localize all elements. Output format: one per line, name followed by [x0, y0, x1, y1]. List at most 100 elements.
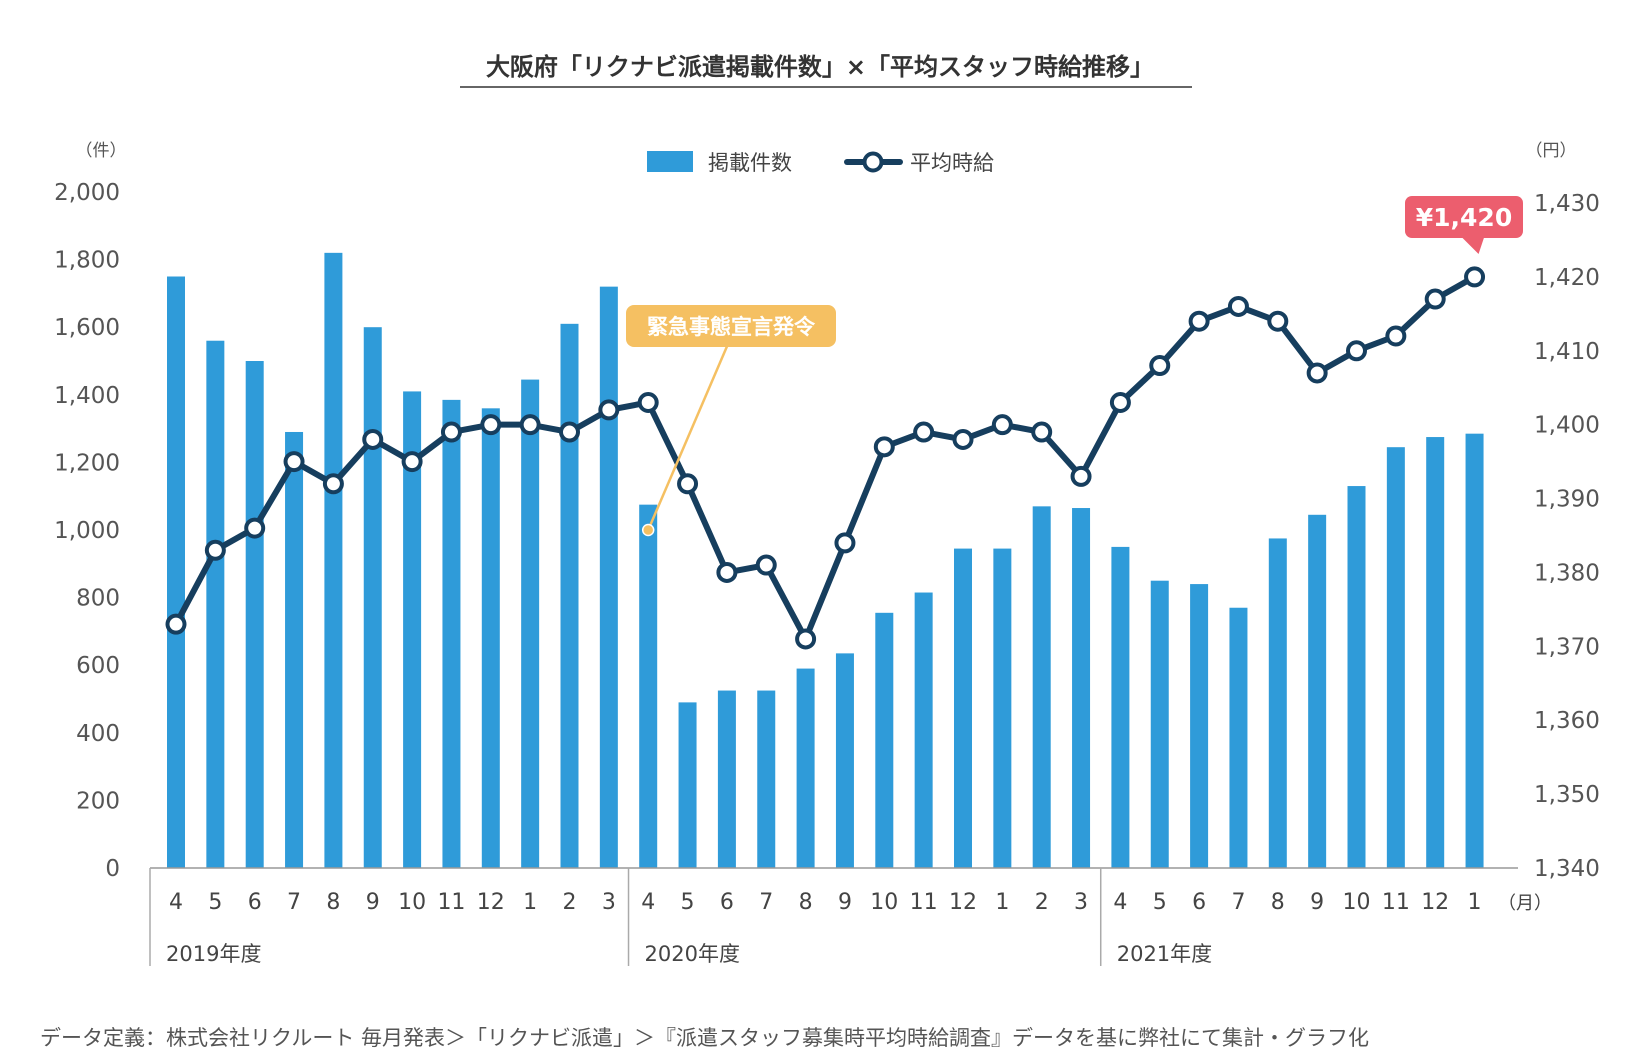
bar [560, 323, 579, 868]
bar [599, 286, 618, 868]
bar [1386, 447, 1405, 868]
line-point [952, 428, 974, 450]
callout-label: 緊急事態宣言発令 [647, 315, 816, 339]
line-point [440, 421, 462, 443]
fiscal-year-label: 2021年度 [1117, 942, 1212, 966]
bar [1150, 580, 1169, 868]
y-left-tick-label: 600 [76, 653, 120, 679]
line-point [519, 414, 541, 436]
bar [167, 276, 185, 868]
value-badge-label: ¥1,420 [1416, 203, 1512, 232]
bar [1190, 584, 1209, 868]
y-right-tick-label: 1,370 [1534, 634, 1600, 660]
legend-line-label: 平均時給 [910, 151, 994, 175]
line-point [1188, 310, 1210, 332]
bar [1072, 508, 1091, 868]
y-right-tick-label: 1,420 [1534, 265, 1600, 291]
legend-bar-swatch [647, 151, 693, 172]
chart-title: 大阪府「リクナビ派遣掲載件数」×「平均スタッフ時給推移」 [486, 53, 1154, 81]
line-point [834, 532, 856, 554]
y-right-tick-label: 1,410 [1534, 339, 1600, 365]
line-point [1109, 392, 1131, 413]
bar [442, 399, 461, 868]
x-tick-label: 3 [602, 890, 616, 915]
bar [403, 391, 422, 868]
x-tick-label: 7 [1231, 890, 1245, 915]
bar [1268, 538, 1287, 868]
x-tick-label: 1 [1468, 890, 1482, 915]
bar [717, 690, 736, 868]
line-point [1385, 325, 1407, 347]
x-tick-label: 12 [477, 890, 505, 915]
line-point [716, 561, 738, 583]
x-tick-label: 12 [1421, 890, 1449, 915]
bar [481, 408, 500, 868]
line-point [1267, 310, 1289, 332]
x-tick-label: 9 [366, 890, 380, 915]
x-tick-label: 11 [437, 890, 465, 915]
x-tick-label: 6 [1192, 890, 1206, 915]
y-right-tick-label: 1,380 [1534, 560, 1600, 586]
y-left-tick-label: 1,200 [54, 450, 120, 476]
bar [914, 592, 933, 868]
line-point [480, 414, 502, 436]
bar [639, 504, 658, 868]
line-point [637, 392, 659, 413]
y-right-tick-label: 1,360 [1534, 708, 1600, 734]
y-left-tick-label: 800 [76, 586, 120, 612]
x-tick-label: 12 [949, 890, 977, 915]
footnote: データ定義：株式会社リクルート 毎月発表＞「リクナビ派遣」＞『派遣スタッフ募集時… [40, 1026, 1370, 1050]
x-tick-label: 8 [1271, 890, 1285, 915]
bar [678, 702, 697, 868]
x-tick-label: 8 [799, 890, 813, 915]
line-point [991, 414, 1013, 436]
bar [954, 548, 972, 868]
line-point [559, 421, 580, 443]
y-left-tick-label: 200 [76, 788, 120, 814]
x-tick-label: 11 [1382, 890, 1410, 915]
bar [1347, 486, 1366, 868]
x-tick-label: 4 [1113, 890, 1127, 915]
fiscal-year-label: 2019年度 [166, 942, 261, 966]
bar [1032, 506, 1051, 868]
y-right-tick-label: 1,390 [1534, 487, 1600, 513]
line-point [873, 436, 895, 458]
y-left-tick-label: 1,800 [54, 248, 120, 274]
bar [796, 668, 815, 868]
x-tick-label: 1 [995, 890, 1009, 915]
callout-anchor-dot [641, 523, 655, 537]
line-point [1070, 465, 1092, 487]
x-tick-label: 10 [1343, 890, 1371, 915]
bar [993, 548, 1012, 868]
x-tick-label: 11 [910, 890, 938, 915]
line-point [1424, 288, 1446, 310]
fiscal-year-label: 2020年度 [645, 942, 740, 966]
x-tick-label: 6 [720, 890, 734, 915]
line-point [401, 451, 423, 473]
line-point [362, 428, 384, 450]
x-tick-label: 2 [1035, 890, 1049, 915]
bar [1426, 437, 1445, 868]
x-tick-label: 5 [1153, 890, 1167, 915]
bar [1308, 514, 1327, 868]
line-point [204, 539, 226, 561]
bar [324, 252, 343, 869]
x-tick-label: 9 [838, 890, 852, 915]
callout-leader-line [647, 343, 730, 531]
line-series-path [173, 273, 1478, 642]
y-left-tick-label: 400 [76, 721, 120, 747]
line-point [598, 399, 620, 421]
legend-bar-label: 掲載件数 [708, 151, 792, 175]
x-tick-label: 4 [641, 890, 655, 915]
bar [206, 340, 225, 869]
y-left-tick-label: 1,400 [54, 383, 120, 409]
y-left-tick-label: 2,000 [54, 180, 120, 206]
bar [1465, 433, 1484, 868]
legend-line-marker [862, 151, 884, 173]
bar [521, 379, 540, 868]
bar [757, 690, 776, 868]
x-tick-label: 3 [1074, 890, 1088, 915]
line-point [165, 613, 187, 635]
x-unit-label: （月） [1498, 893, 1552, 914]
callout-box [626, 305, 836, 347]
